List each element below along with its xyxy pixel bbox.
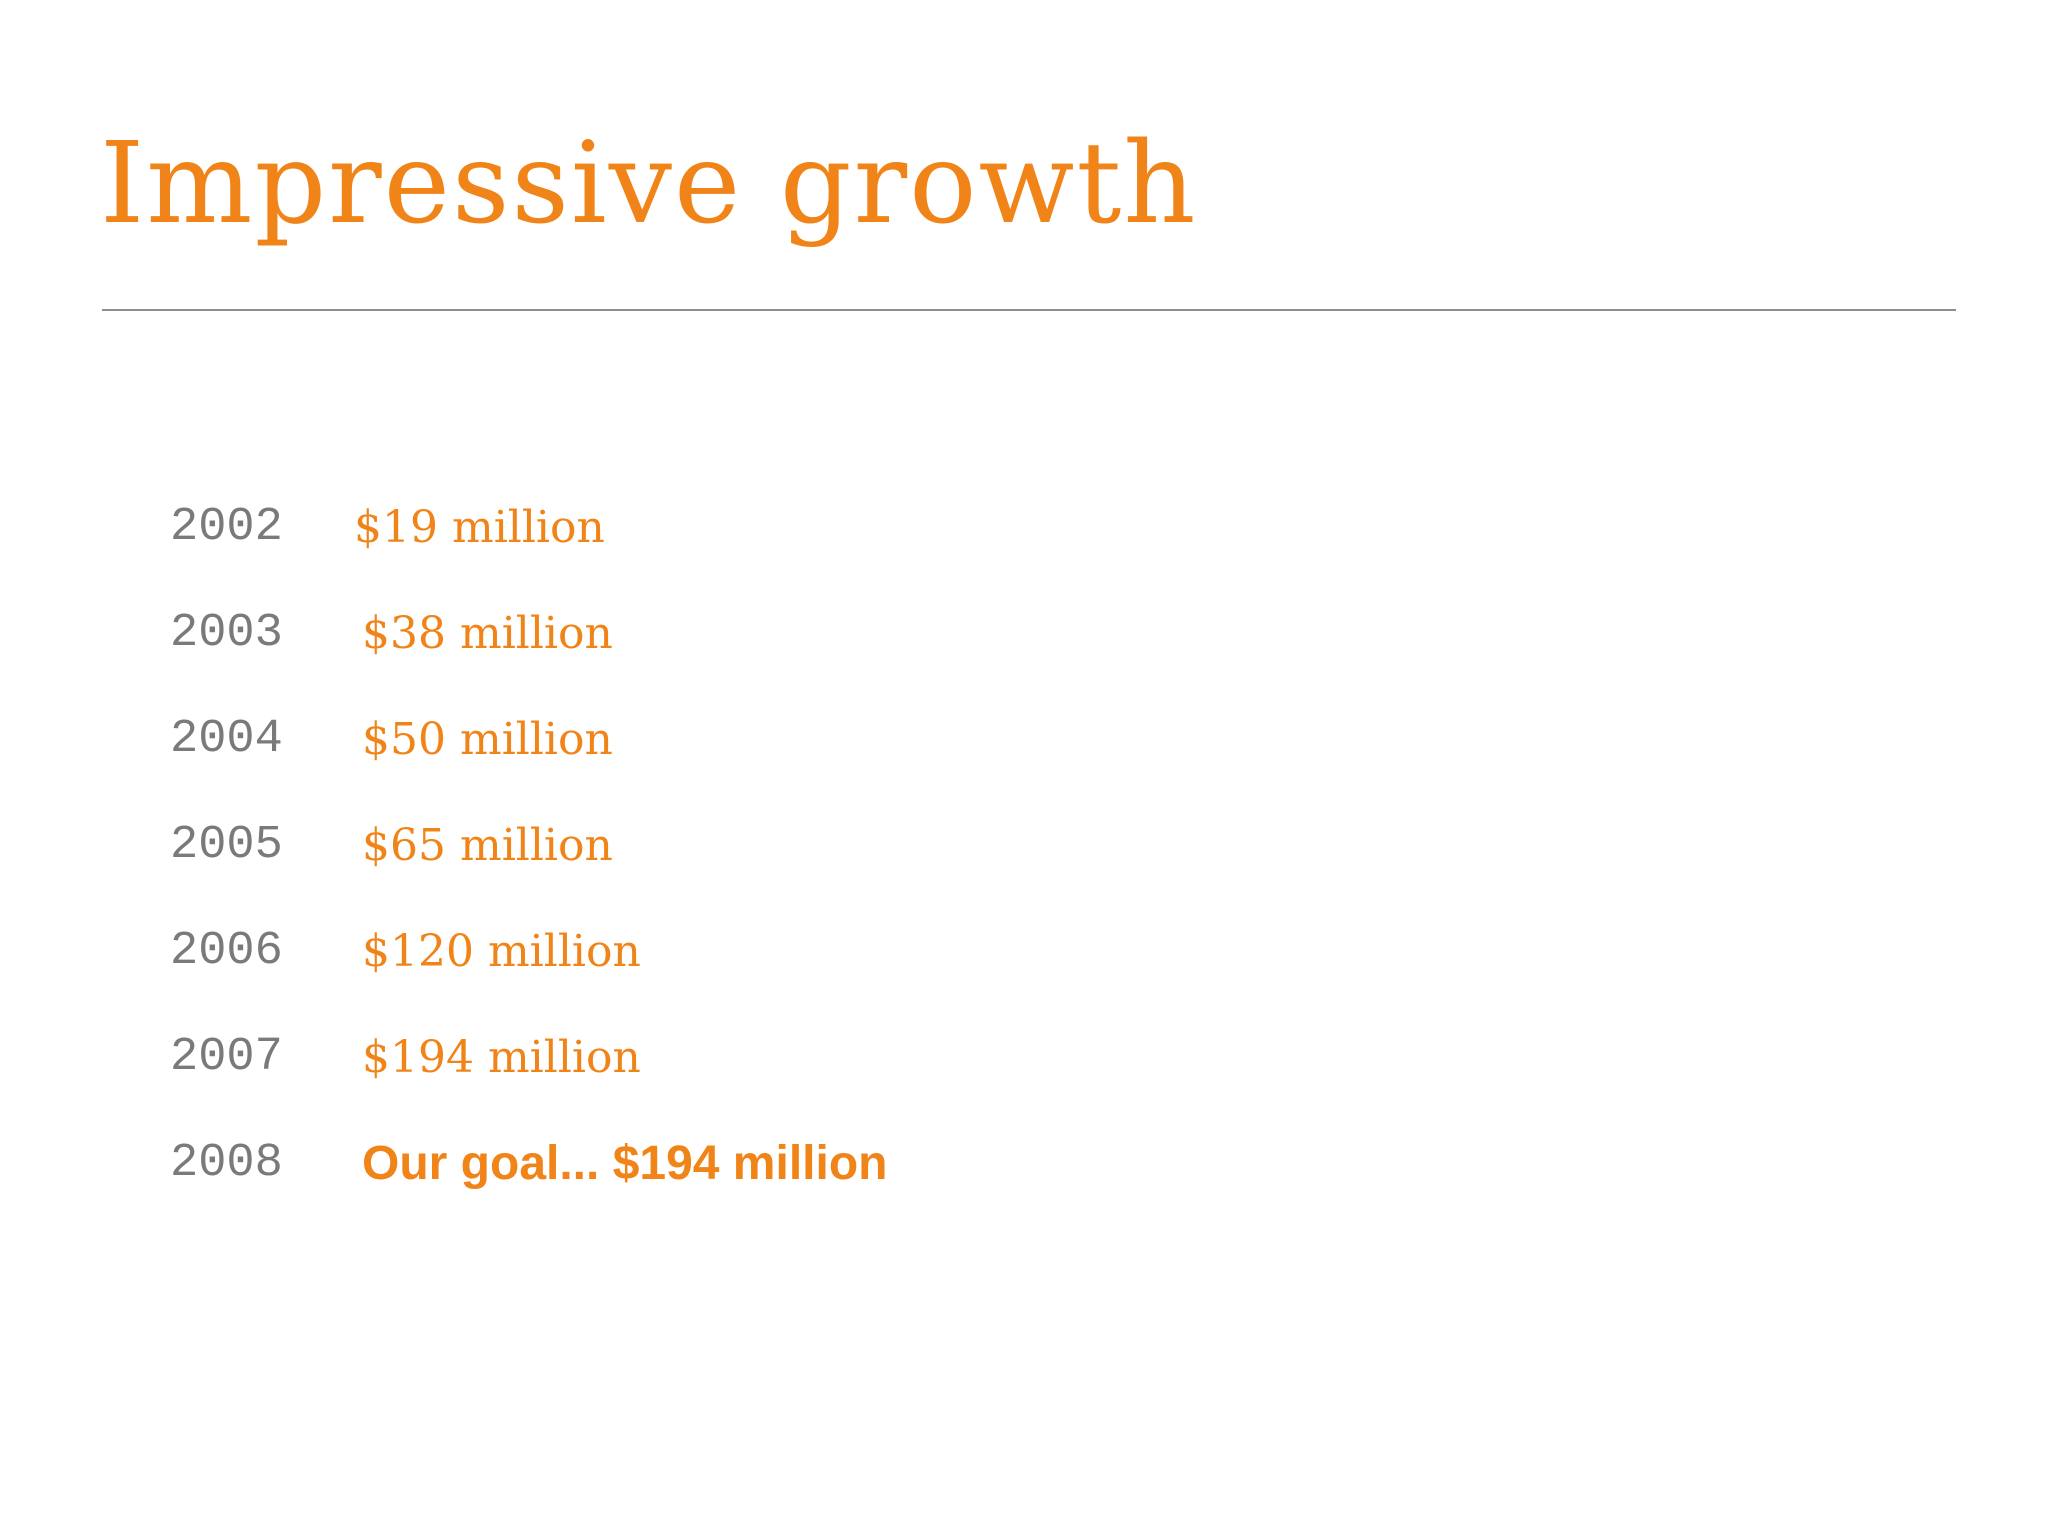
slide-title: Impressive growth <box>100 119 1198 249</box>
title-divider <box>102 309 1956 311</box>
year-label: 2006 <box>170 925 283 978</box>
year-label: 2004 <box>170 713 283 766</box>
amount-value: $194 million <box>362 1032 641 1083</box>
year-label: 2005 <box>170 819 283 872</box>
amount-value: $38 million <box>362 608 613 659</box>
year-label: 2002 <box>170 501 283 554</box>
amount-value: $50 million <box>362 714 613 765</box>
amount-value: $65 million <box>362 820 613 871</box>
year-label: 2008 <box>170 1137 283 1190</box>
year-label: 2007 <box>170 1031 283 1084</box>
year-label: 2003 <box>170 607 283 660</box>
goal-amount-value: Our goal... $194 million <box>362 1137 888 1190</box>
amount-value: $120 million <box>362 926 641 977</box>
amount-value: $19 million <box>354 502 605 553</box>
